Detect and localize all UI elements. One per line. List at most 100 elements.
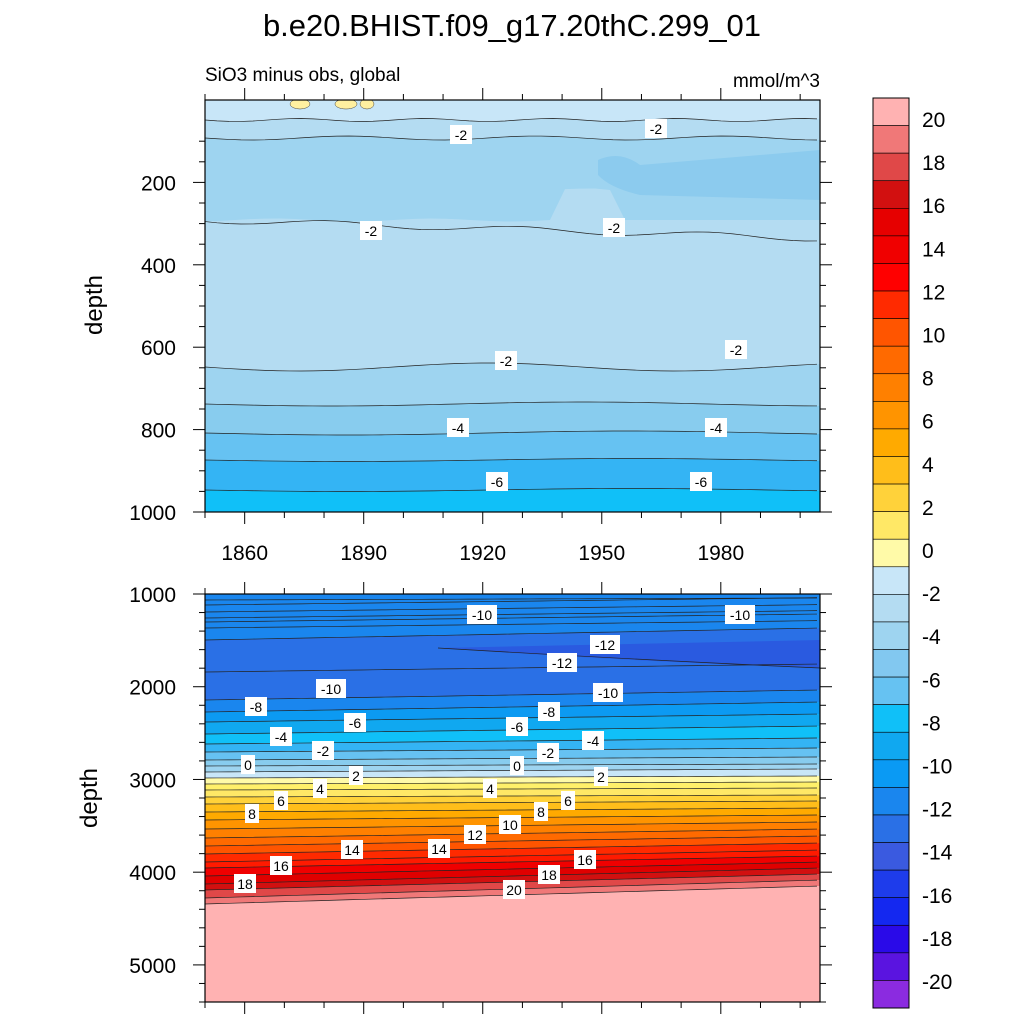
contour-label-box	[547, 653, 577, 672]
lower-contour-line	[205, 787, 818, 791]
contour-label-box	[510, 756, 524, 775]
lower-contour-line	[205, 849, 818, 863]
contour-label: -4	[710, 420, 723, 436]
contour-label: -10	[598, 685, 618, 701]
colorbar-tick-label: 16	[922, 195, 945, 218]
upper-band-m3	[205, 402, 820, 435]
contour-label-box	[313, 779, 327, 798]
lower-contour-line	[205, 867, 818, 885]
contour-label-box	[467, 605, 497, 624]
colorbar-swatch	[872, 731, 910, 761]
contour-label: -2	[365, 223, 378, 239]
contour-label-box	[538, 865, 560, 884]
contour-label-box	[725, 605, 755, 624]
colorbar-tick-label: 0	[922, 540, 934, 563]
contour-label-box	[316, 679, 346, 698]
lower-contour-line	[205, 604, 818, 613]
contour-label: 2	[352, 768, 360, 784]
contour-label: 14	[431, 841, 447, 857]
colorbar-tick-label: -4	[922, 626, 941, 649]
lower-contour-line	[437, 647, 820, 669]
lower-contour-line	[205, 835, 818, 847]
colorbar-swatch	[872, 787, 910, 816]
colorbar-swatch	[872, 924, 910, 954]
chart-units-label: mmol/m^3	[733, 71, 820, 92]
lower-contour-line	[205, 800, 818, 805]
lower-contour-line	[205, 627, 818, 641]
upper-patch-darker	[598, 150, 820, 200]
x-tick-label: 1890	[340, 542, 387, 565]
colorbar-swatch	[872, 152, 910, 182]
contour-label: -10	[321, 681, 341, 697]
lower-band	[205, 862, 820, 884]
contour-label: -8	[543, 704, 556, 720]
colorbar-tick-label: 2	[922, 497, 934, 520]
colorbar-swatch	[872, 456, 910, 485]
chart-title: b.e20.BHIST.f09_g17.20thC.299_01	[263, 8, 761, 43]
contour-label-box	[561, 791, 575, 810]
y-tick-label: 5000	[129, 955, 176, 978]
lower-contour-line	[205, 794, 818, 798]
contour-label: -12	[595, 637, 615, 653]
contour-label-box	[450, 125, 472, 144]
colorbar-frame	[872, 97, 910, 1009]
contour-label: -4	[587, 733, 600, 749]
upper-contour-line	[205, 488, 818, 492]
contour-label: -6	[695, 474, 708, 490]
contour-label-box	[349, 766, 363, 785]
colorbar-swatch	[872, 649, 910, 678]
contour-label: 20	[506, 882, 522, 898]
contour-label-box	[234, 874, 256, 893]
contour-label: -2	[455, 127, 468, 143]
upper-contour-line	[205, 220, 818, 242]
colorbar-swatch	[872, 180, 910, 209]
contour-label-box	[537, 743, 559, 762]
contour-label-box	[486, 472, 508, 491]
colorbar-swatch	[872, 428, 910, 457]
lower-band	[205, 738, 820, 752]
x-tick-label: 1920	[459, 542, 506, 565]
lower-contour-line	[205, 737, 818, 745]
colorbar-tick-label: -2	[922, 583, 941, 606]
contour-label-box	[483, 779, 497, 798]
colorbar-swatch	[872, 897, 910, 926]
colorbar-tick-label: -20	[922, 971, 952, 994]
colorbar-tick-label: 14	[922, 238, 946, 261]
colorbar-swatch	[872, 401, 910, 430]
colorbar-swatch	[872, 125, 910, 154]
y-tick-label: 4000	[129, 862, 176, 885]
lower-band	[205, 690, 820, 712]
upper-positive-speck	[334, 100, 358, 110]
contour-label-box	[274, 791, 288, 810]
upper-contour-line	[205, 135, 818, 141]
contour-label-box	[594, 767, 608, 786]
colorbar-swatch	[872, 952, 910, 981]
upper-band-m1-b	[205, 220, 820, 251]
contour-label: 6	[277, 793, 285, 809]
lower-contour-line	[205, 855, 818, 869]
lower-band	[205, 801, 820, 812]
colorbar-tick-label: -12	[922, 799, 952, 822]
contour-label-box	[603, 218, 625, 237]
colorbar-tick-label: 4	[922, 454, 934, 477]
contour-label-box	[341, 840, 363, 859]
contour-label: -10	[730, 607, 750, 623]
contour-label: 10	[502, 817, 518, 833]
contour-label: 8	[248, 806, 256, 822]
contour-label: 16	[273, 858, 289, 874]
colorbar-swatch	[872, 566, 910, 595]
colorbar-swatch	[872, 208, 910, 237]
upper-band-m2-a	[205, 136, 820, 222]
contour-label-box	[428, 839, 450, 858]
lower-contour-line	[205, 701, 818, 713]
contour-label-box	[582, 731, 604, 750]
contour-label-box	[241, 755, 255, 774]
x-tick-label: 1950	[578, 542, 625, 565]
lower-bottom-fill	[205, 904, 820, 1002]
lower-contour-line	[205, 807, 818, 813]
y-tick-label: 1000	[129, 584, 176, 607]
contour-label: -4	[275, 729, 288, 745]
upper-contour-line	[205, 458, 818, 462]
contour-label: -6	[491, 474, 504, 490]
upper-panel-contours	[205, 100, 820, 512]
